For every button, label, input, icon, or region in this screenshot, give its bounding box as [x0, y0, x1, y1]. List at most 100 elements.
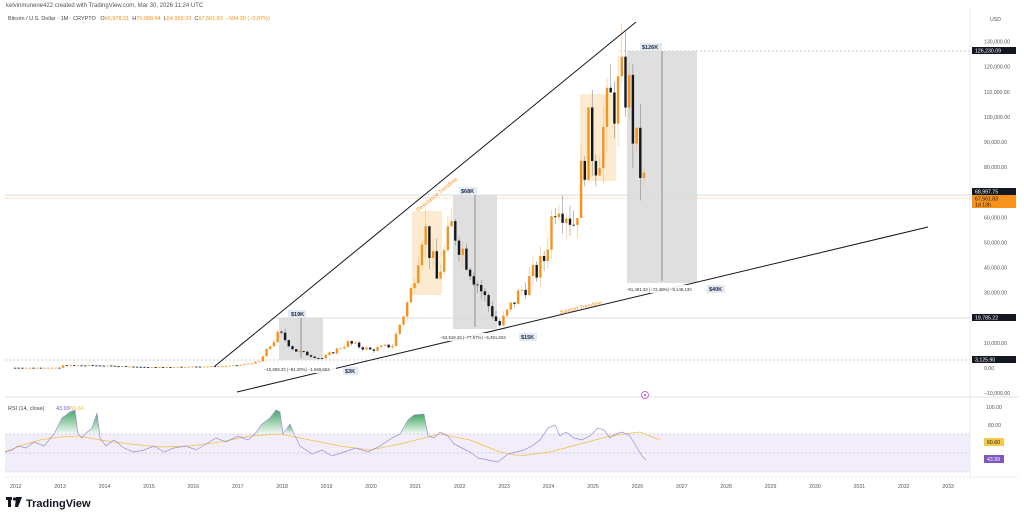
tradingview-logo-text: TradingView: [26, 497, 91, 510]
tradingview-logo-icon: [6, 497, 22, 510]
measure-bg-3: [624, 285, 702, 293]
measure-bg-1: [262, 365, 336, 373]
price-marker-text: 1d 13h: [975, 203, 991, 209]
time-tick: 2015: [143, 484, 155, 490]
high-value: 75,988.94: [136, 16, 161, 22]
price-axis-ticks[interactable]: 130,000.00 120,000.00 110,000.00 100,000.00…: [984, 40, 1010, 398]
price-marker: [972, 356, 1016, 363]
time-tick: 2018: [276, 484, 288, 490]
price-marker-text: 67,561.83: [975, 197, 998, 203]
bottom-badge-40k: [707, 285, 725, 293]
low-label: L: [163, 16, 167, 22]
currency-label: USD: [990, 17, 1001, 23]
time-tick: 2030: [809, 484, 821, 490]
time-tick: 2017: [232, 484, 244, 490]
close-label: C: [194, 16, 199, 22]
resistance-trendline[interactable]: [214, 21, 637, 367]
bottom-label-40k: $40K: [709, 287, 722, 293]
time-tick: 2029: [765, 484, 777, 490]
time-tick: 2032: [898, 484, 910, 490]
rsi-line[interactable]: [4, 409, 647, 463]
time-axis-ticks[interactable]: 2012 2013 2014 2015 2016 2017 2018 2019 2020 2021…: [10, 484, 954, 490]
rsi-overbought-fill-2013: [54, 410, 78, 434]
rsi-value: 43.99: [56, 406, 70, 412]
rsi-tick-100: 100.00: [986, 405, 1002, 411]
high-label: H: [132, 16, 137, 22]
price-marker: [972, 314, 1016, 321]
time-tick: 2033: [942, 484, 954, 490]
time-tick: 2022: [454, 484, 466, 490]
support-trendline[interactable]: [236, 226, 929, 393]
open-label: O: [100, 16, 105, 22]
time-tick: 2026: [632, 484, 644, 490]
bottom-badge-3k: [343, 367, 358, 375]
open-value: 66,978.31: [104, 16, 130, 22]
price-tick: 90,000.00: [984, 140, 1007, 146]
time-tick: 2025: [587, 484, 599, 490]
price-tick: 50,000.00: [984, 240, 1007, 246]
event-marker-dot: [644, 394, 646, 396]
attribution-text: kelvinmunene422 created with TradingView…: [6, 3, 204, 9]
time-tick: 2028: [720, 484, 732, 490]
rsi-overbought-fill-2017: [255, 410, 283, 434]
price-marker-text: 3,125.90: [975, 358, 995, 364]
price-tick: 0.00: [984, 366, 994, 372]
rsi-ma-badge: [984, 438, 1004, 446]
price-tick: 80,000.00: [984, 165, 1007, 171]
peak-label-19k: $19K: [291, 312, 304, 318]
time-tick: 2012: [10, 484, 22, 490]
time-tick: 2031: [854, 484, 866, 490]
rsi-ma-badge-text: 60.60: [987, 440, 1000, 446]
price-tick: 60,000.00: [984, 215, 1007, 221]
tradingview-logo[interactable]: TradingView: [6, 497, 91, 510]
time-tick: 2019: [321, 484, 333, 490]
rsi-overbought-fill-2013b: [85, 413, 100, 434]
low-value: 64,955.93: [166, 16, 192, 22]
close-value: 67,561.83: [198, 16, 223, 22]
price-marker-text: 19,785.22: [975, 316, 998, 322]
price-marker: [972, 188, 1016, 195]
time-tick: 2024: [543, 484, 555, 490]
rsi-value-badge: [984, 455, 1004, 463]
price-tick: 110,000.00: [984, 90, 1010, 96]
peak-badge-19k: [288, 310, 306, 318]
rsi-tick-80: 80.00: [988, 423, 1001, 429]
rsi-overbought-fill-2017b: [285, 424, 294, 434]
price-tick: 10,000.00: [984, 341, 1007, 347]
price-tick: 40,000.00: [984, 266, 1007, 272]
rsi-value-badge-text: 43.99: [987, 457, 1000, 463]
symbol-name[interactable]: Bitcoin / U.S. Dollar · 1M · CRYPTO: [8, 16, 96, 22]
support-label: Support Trendline: [559, 300, 603, 316]
measure-label-3: −91,491.33 (−72.48%) −9,149,130: [626, 287, 692, 292]
peak-label-68k: $68K: [461, 189, 474, 195]
measure-label-1: −15,659.33 (−84.20%) −1,669,653: [264, 367, 330, 372]
event-marker-icon[interactable]: [641, 391, 649, 399]
time-tick: 2027: [676, 484, 688, 490]
time-tick: 2021: [410, 484, 422, 490]
time-tick: 2023: [498, 484, 510, 490]
price-tick: 130,000.00: [984, 40, 1010, 46]
bottom-badge-15k: [519, 333, 537, 341]
rsi-title[interactable]: RSI (14, close): [8, 406, 45, 412]
price-tick: 30,000.00: [984, 291, 1007, 297]
price-marker: [972, 201, 1016, 208]
time-tick: 2016: [188, 484, 200, 490]
bottom-label-15k: $15K: [521, 335, 534, 341]
measure-bg-2: [438, 333, 516, 341]
price-tick: 100,000.00: [984, 115, 1010, 121]
time-tick: 2014: [99, 484, 111, 490]
bottom-label-3k: $3K: [345, 369, 355, 375]
candlestick-series[interactable]: [13, 23, 646, 369]
price-marker: [972, 195, 1016, 202]
time-tick: 2020: [365, 484, 377, 490]
rsi-overbought-fill-2021: [400, 414, 428, 434]
peak-badge-126k: [640, 43, 662, 51]
price-tick: 120,000.00: [984, 65, 1010, 71]
measure-label-2: −53,518.33 (−77.57%) −5,351,833: [440, 335, 506, 340]
price-marker-text: 126,230.09: [975, 49, 1001, 55]
price-marker-text: 68,997.75: [975, 190, 998, 196]
price-marker: [972, 47, 1016, 54]
time-tick: 2013: [54, 484, 66, 490]
